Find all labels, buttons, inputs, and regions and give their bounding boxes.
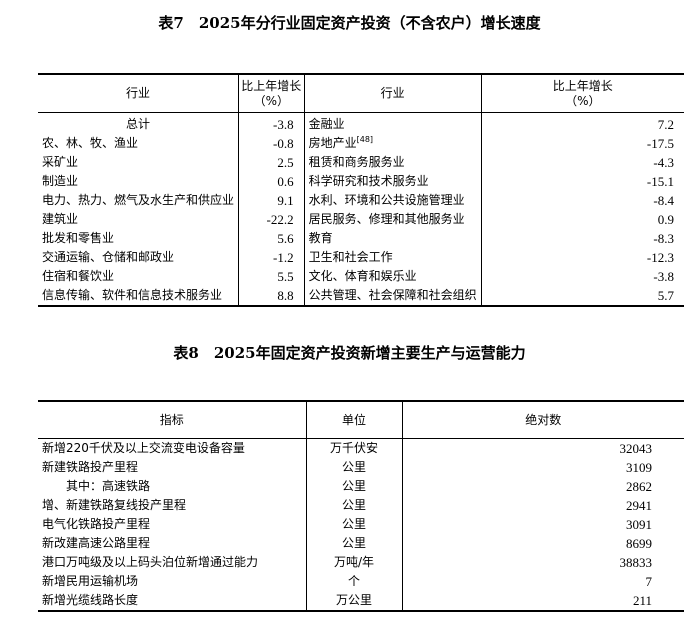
growth-value: -8.4	[653, 193, 674, 208]
table-row: 其中：高速铁路 公里 2862	[38, 477, 684, 496]
industry-name: 建筑业	[38, 210, 240, 229]
unit: 公里	[306, 496, 403, 515]
unit: 公里	[306, 534, 403, 553]
industry-name: 租赁和商务服务业	[304, 153, 482, 172]
unit: 个	[306, 572, 403, 591]
table-row: 住宿和餐饮业 5.5 文化、体育和娱乐业 -3.8	[38, 267, 684, 286]
industry-name: 金融业	[304, 112, 482, 134]
growth-value: 8.8	[238, 286, 305, 306]
industry-name: 交通运输、仓储和邮政业	[38, 248, 240, 267]
growth-value: 0.9	[657, 212, 674, 227]
growth-value: -15.1	[646, 174, 674, 189]
table-row: 建筑业 -22.2 居民服务、修理和其他服务业 0.9	[38, 210, 684, 229]
absolute-value: 211	[632, 593, 652, 608]
unit: 万公里	[306, 591, 403, 611]
header-absolute: 绝对数	[402, 401, 684, 439]
header-growth-right: 比上年增长 （%）	[481, 74, 684, 113]
industry-name: 电力、热力、燃气及水生产和供应业	[38, 191, 240, 210]
industry-name: 公共管理、社会保障和社会组织	[304, 286, 482, 306]
header-unit: 单位	[306, 401, 403, 439]
unit: 万千伏安	[306, 438, 403, 458]
table-row: 增、新建铁路复线投产里程 公里 2941	[38, 496, 684, 515]
industry-name: 批发和零售业	[38, 229, 240, 248]
growth-value: 0.6	[238, 172, 305, 191]
absolute-value: 2862	[626, 479, 652, 494]
absolute-value: 2941	[626, 498, 652, 513]
table-row: 新增光缆线路长度 万公里 211	[38, 591, 684, 611]
indicator-name: 增、新建铁路复线投产里程	[38, 496, 307, 515]
header-indicator: 指标	[38, 401, 307, 439]
table-row: 新建铁路投产里程 公里 3109	[38, 458, 684, 477]
table-row: 采矿业 2.5 租赁和商务服务业 -4.3	[38, 153, 684, 172]
indicator-name: 新增220千伏及以上交流变电设备容量	[38, 438, 307, 458]
absolute-value: 8699	[626, 536, 652, 551]
industry-name: 房地产业[48]	[304, 134, 482, 153]
indicator-name: 其中：高速铁路	[38, 477, 307, 496]
growth-value: 5.5	[238, 267, 305, 286]
industry-name: 总计	[38, 112, 240, 134]
industry-name: 制造业	[38, 172, 240, 191]
unit: 公里	[306, 477, 403, 496]
indicator-name: 新增光缆线路长度	[38, 591, 307, 611]
growth-value: -22.2	[238, 210, 305, 229]
growth-value: 5.7	[657, 288, 674, 303]
table-row: 总计 -3.8 金融业 7.2	[38, 112, 684, 134]
table-row: 农、林、牧、渔业 -0.8 房地产业[48] -17.5	[38, 134, 684, 153]
absolute-value: 38833	[619, 555, 653, 570]
growth-value: -3.8	[653, 269, 674, 284]
header-industry-right: 行业	[304, 74, 482, 113]
growth-value: -1.2	[238, 248, 305, 267]
table-row: 制造业 0.6 科学研究和技术服务业 -15.1	[38, 172, 684, 191]
industry-name: 农、林、牧、渔业	[38, 134, 240, 153]
growth-value: -4.3	[653, 155, 674, 170]
growth-value: 2.5	[238, 153, 305, 172]
indicator-name: 新改建高速公路里程	[38, 534, 307, 553]
industry-name: 科学研究和技术服务业	[304, 172, 482, 191]
absolute-value: 3091	[626, 517, 652, 532]
indicator-name: 港口万吨级及以上码头泊位新增通过能力	[38, 553, 307, 572]
unit: 万吨/年	[306, 553, 403, 572]
indicator-name: 新建铁路投产里程	[38, 458, 307, 477]
table-row: 新增民用运输机场个 7	[38, 572, 684, 591]
industry-name: 教育	[304, 229, 482, 248]
header-growth-left: 比上年增长 （%）	[238, 74, 305, 113]
growth-value: -0.8	[238, 134, 305, 153]
industry-name: 信息传输、软件和信息技术服务业	[38, 286, 240, 306]
industry-name: 文化、体育和娱乐业	[304, 267, 482, 286]
table-row: 电气化铁路投产里程 公里 3091	[38, 515, 684, 534]
header-industry-left: 行业	[38, 74, 240, 113]
table8-title: 表8 2025年固定资产投资新增主要生产与运营能力	[173, 344, 526, 362]
absolute-value: 7	[645, 574, 653, 589]
table8-new-capacity: 指标 单位 绝对数 新增220千伏及以上交流变电设备容量 万千伏安 32043 新建铁…	[38, 400, 684, 612]
unit: 公里	[306, 515, 403, 534]
growth-value: -8.3	[653, 231, 674, 246]
industry-name: 采矿业	[38, 153, 240, 172]
table-row: 交通运输、仓储和邮政业 -1.2 卫生和社会工作 -12.3	[38, 248, 684, 267]
indicator-name: 新增民用运输机场	[38, 572, 307, 591]
table7-title: 表7 2025年分行业固定资产投资（不含农户）增长速度	[158, 14, 541, 32]
growth-value: 5.6	[238, 229, 305, 248]
absolute-value: 32043	[619, 441, 653, 456]
table-row: 电力、热力、燃气及水生产和供应业 9.1 水利、环境和公共设施管理业 -8.4	[38, 191, 684, 210]
table-row: 批发和零售业 5.6 教育 -8.3	[38, 229, 684, 248]
industry-name: 居民服务、修理和其他服务业	[304, 210, 482, 229]
table-row: 新增220千伏及以上交流变电设备容量 万千伏安 32043	[38, 438, 684, 458]
footnote-ref[interactable]: [48]	[356, 135, 374, 144]
table-row: 新改建高速公路里程 公里 8699	[38, 534, 684, 553]
growth-value: 9.1	[238, 191, 305, 210]
growth-value: -12.3	[646, 250, 674, 265]
growth-value: -3.8	[238, 112, 305, 134]
growth-value: -17.5	[646, 136, 674, 151]
table-row: 港口万吨级及以上码头泊位新增通过能力 万吨/年 38833	[38, 553, 684, 572]
industry-name: 水利、环境和公共设施管理业	[304, 191, 482, 210]
industry-name: 卫生和社会工作	[304, 248, 482, 267]
absolute-value: 3109	[626, 460, 652, 475]
industry-name: 住宿和餐饮业	[38, 267, 240, 286]
table7-industry-growth: 行业 比上年增长 （%） 行业 比上年增长 （%） 总计 -3.8 金融业 7.2 农、林、…	[38, 73, 684, 307]
unit: 公里	[306, 458, 403, 477]
indicator-name: 电气化铁路投产里程	[38, 515, 307, 534]
growth-value: 7.2	[657, 117, 674, 132]
table-row: 信息传输、软件和信息技术服务业 8.8 公共管理、社会保障和社会组织 5.7	[38, 286, 684, 306]
